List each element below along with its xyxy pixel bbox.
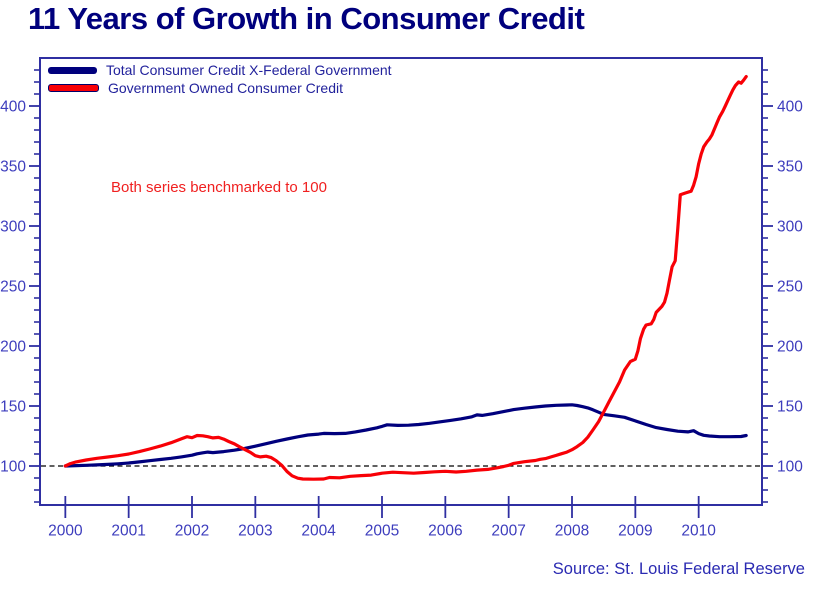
svg-text:200: 200 (777, 338, 803, 355)
legend-label-government-owned-credit: Government Owned Consumer Credit (108, 80, 343, 96)
svg-text:350: 350 (777, 158, 803, 175)
svg-text:400: 400 (0, 98, 26, 115)
svg-text:2005: 2005 (365, 522, 399, 539)
svg-text:2000: 2000 (48, 522, 83, 539)
legend-item-total-consumer-credit: Total Consumer Credit X-Federal Governme… (48, 61, 392, 79)
svg-text:2009: 2009 (618, 522, 652, 539)
legend-swatch-red-line-icon (48, 84, 99, 92)
legend-item-government-owned-credit: Government Owned Consumer Credit (48, 79, 392, 97)
legend-label-total-consumer-credit: Total Consumer Credit X-Federal Governme… (106, 62, 392, 78)
svg-text:150: 150 (777, 398, 803, 415)
legend-swatch-navy-line-icon (48, 66, 97, 74)
chart-legend: Total Consumer Credit X-Federal Governme… (48, 61, 392, 97)
svg-text:200: 200 (0, 338, 26, 355)
page-title: 11 Years of Growth in Consumer Credit (28, 1, 585, 36)
svg-text:2010: 2010 (681, 522, 716, 539)
benchmark-annotation: Both series benchmarked to 100 (111, 179, 327, 196)
svg-text:150: 150 (0, 398, 26, 415)
svg-text:300: 300 (0, 218, 26, 235)
svg-text:2001: 2001 (111, 522, 145, 539)
svg-text:250: 250 (777, 278, 803, 295)
svg-text:2008: 2008 (555, 522, 589, 539)
svg-text:350: 350 (0, 158, 26, 175)
svg-text:2003: 2003 (238, 522, 272, 539)
svg-text:400: 400 (777, 98, 803, 115)
svg-text:250: 250 (0, 278, 26, 295)
svg-text:2002: 2002 (175, 522, 209, 539)
svg-text:100: 100 (777, 458, 803, 475)
svg-text:2004: 2004 (301, 522, 336, 539)
svg-text:300: 300 (777, 218, 803, 235)
svg-text:2007: 2007 (491, 522, 525, 539)
svg-text:100: 100 (0, 458, 26, 475)
svg-text:2006: 2006 (428, 522, 462, 539)
source-caption: Source: St. Louis Federal Reserve (552, 560, 805, 578)
